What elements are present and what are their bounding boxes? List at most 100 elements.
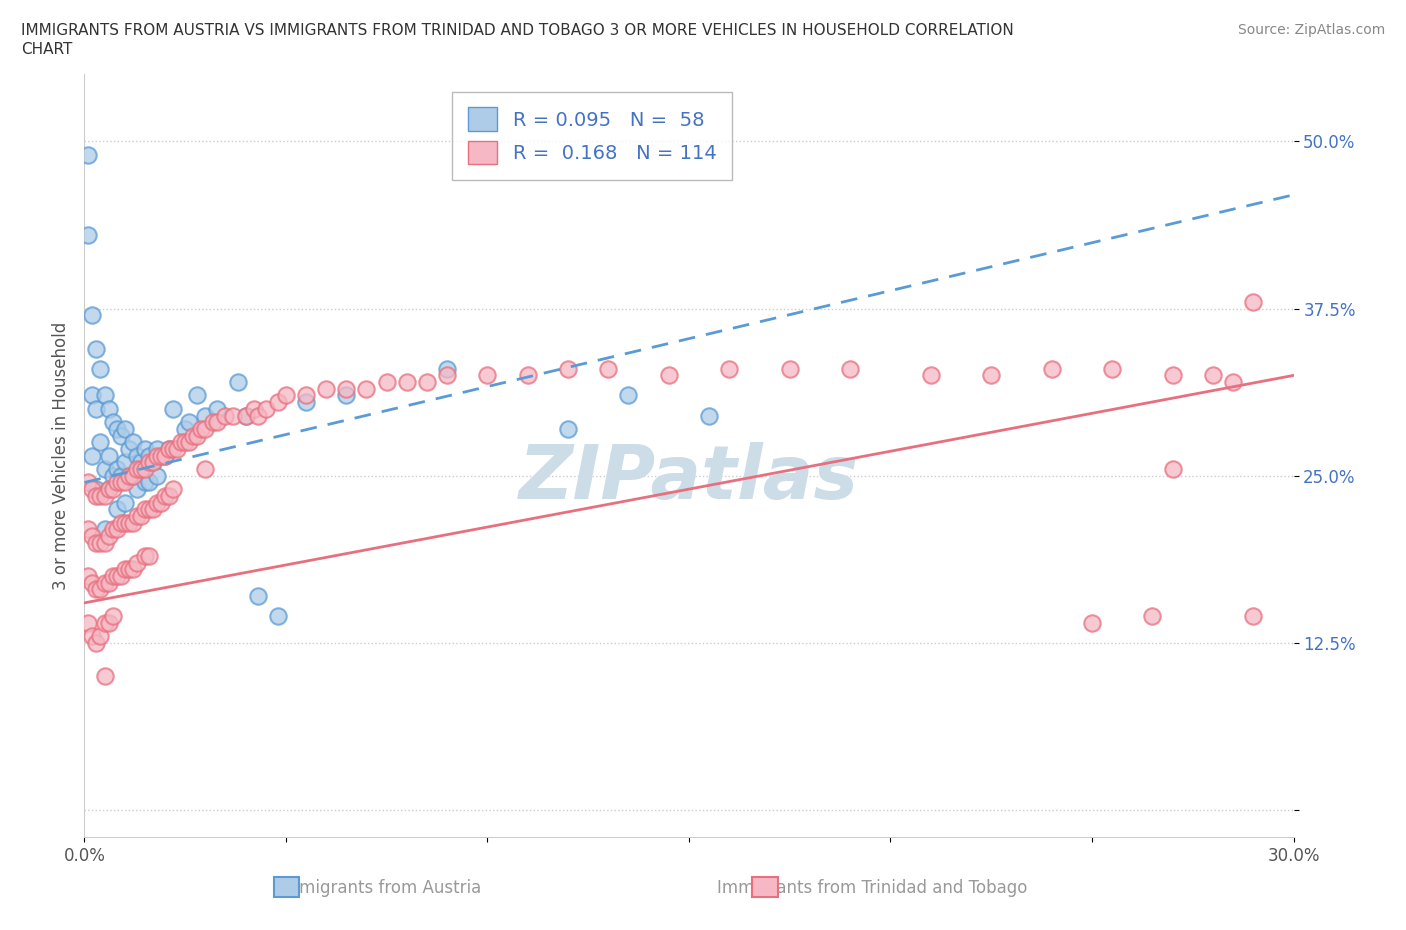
Point (1161, 368, 1184, 383)
Point (557, 421, 579, 436)
Point (226, 375, 249, 390)
Point (1241, 609, 1264, 624)
Point (477, 368, 499, 383)
Point (89, 629, 111, 644)
Point (86, 582, 108, 597)
Point (186, 388, 208, 403)
Point (105, 502, 128, 517)
Point (93, 616, 115, 631)
Point (118, 469, 141, 484)
Point (86, 482, 108, 497)
Point (89, 488, 111, 503)
Point (153, 448, 176, 463)
Point (121, 469, 143, 484)
Point (97, 482, 120, 497)
Point (1081, 616, 1104, 631)
Point (97, 448, 120, 463)
Point (375, 375, 398, 390)
Point (125, 555, 148, 570)
Text: Immigrants from Trinidad and Tobago: Immigrants from Trinidad and Tobago (717, 879, 1026, 897)
Point (114, 562, 136, 577)
Point (162, 402, 184, 417)
Point (254, 402, 277, 417)
Point (114, 421, 136, 436)
Point (134, 502, 156, 517)
Point (142, 455, 165, 470)
Point (93, 522, 115, 537)
Point (121, 562, 143, 577)
Point (920, 368, 942, 383)
Point (101, 482, 124, 497)
Point (125, 509, 148, 524)
Point (82, 528, 104, 543)
Point (101, 522, 124, 537)
Point (121, 469, 143, 484)
Point (274, 388, 297, 403)
Point (202, 415, 225, 430)
Point (129, 461, 152, 476)
Point (125, 461, 148, 476)
Point (97, 616, 120, 631)
Point (142, 455, 165, 470)
Point (1101, 361, 1123, 376)
Point (207, 415, 229, 430)
Point (980, 368, 1002, 383)
Point (105, 475, 128, 490)
Point (129, 509, 152, 524)
Point (166, 442, 188, 457)
Point (89, 582, 111, 597)
Point (89, 435, 111, 450)
Text: Immigrants from Austria: Immigrants from Austria (278, 879, 481, 897)
Point (557, 361, 579, 376)
Point (129, 455, 152, 470)
Point (335, 381, 357, 396)
Point (194, 421, 217, 436)
Point (214, 408, 236, 423)
Point (246, 408, 269, 423)
Point (617, 388, 640, 403)
Point (179, 435, 201, 450)
Point (101, 568, 124, 583)
Point (295, 394, 318, 409)
Point (86, 488, 108, 503)
Point (598, 361, 620, 376)
Point (315, 381, 337, 396)
Point (93, 488, 115, 503)
Point (436, 368, 458, 383)
Point (267, 394, 290, 409)
Point (174, 421, 197, 436)
Point (162, 482, 184, 497)
Point (93, 536, 115, 551)
Point (235, 408, 257, 423)
Point (105, 568, 128, 583)
Point (97, 528, 120, 543)
Point (77, 147, 100, 162)
Point (93, 461, 115, 476)
Point (207, 402, 229, 417)
Point (149, 448, 172, 463)
Point (86, 402, 108, 417)
Point (142, 502, 165, 517)
Point (146, 448, 169, 463)
Point (77, 568, 100, 583)
Point (138, 475, 160, 490)
Point (436, 361, 458, 376)
Point (335, 388, 357, 403)
Point (77, 228, 100, 243)
Point (97, 402, 120, 417)
Point (86, 341, 108, 356)
Point (114, 515, 136, 530)
Point (839, 361, 862, 376)
Point (174, 435, 197, 450)
Text: ZIPatlas: ZIPatlas (519, 442, 859, 515)
Point (101, 415, 124, 430)
Point (697, 408, 720, 423)
Point (146, 442, 169, 457)
Text: Source: ZipAtlas.com: Source: ZipAtlas.com (1237, 23, 1385, 37)
Point (89, 536, 111, 551)
Point (295, 388, 318, 403)
Point (82, 448, 104, 463)
Point (105, 522, 128, 537)
Point (86, 635, 108, 650)
Point (93, 669, 115, 684)
